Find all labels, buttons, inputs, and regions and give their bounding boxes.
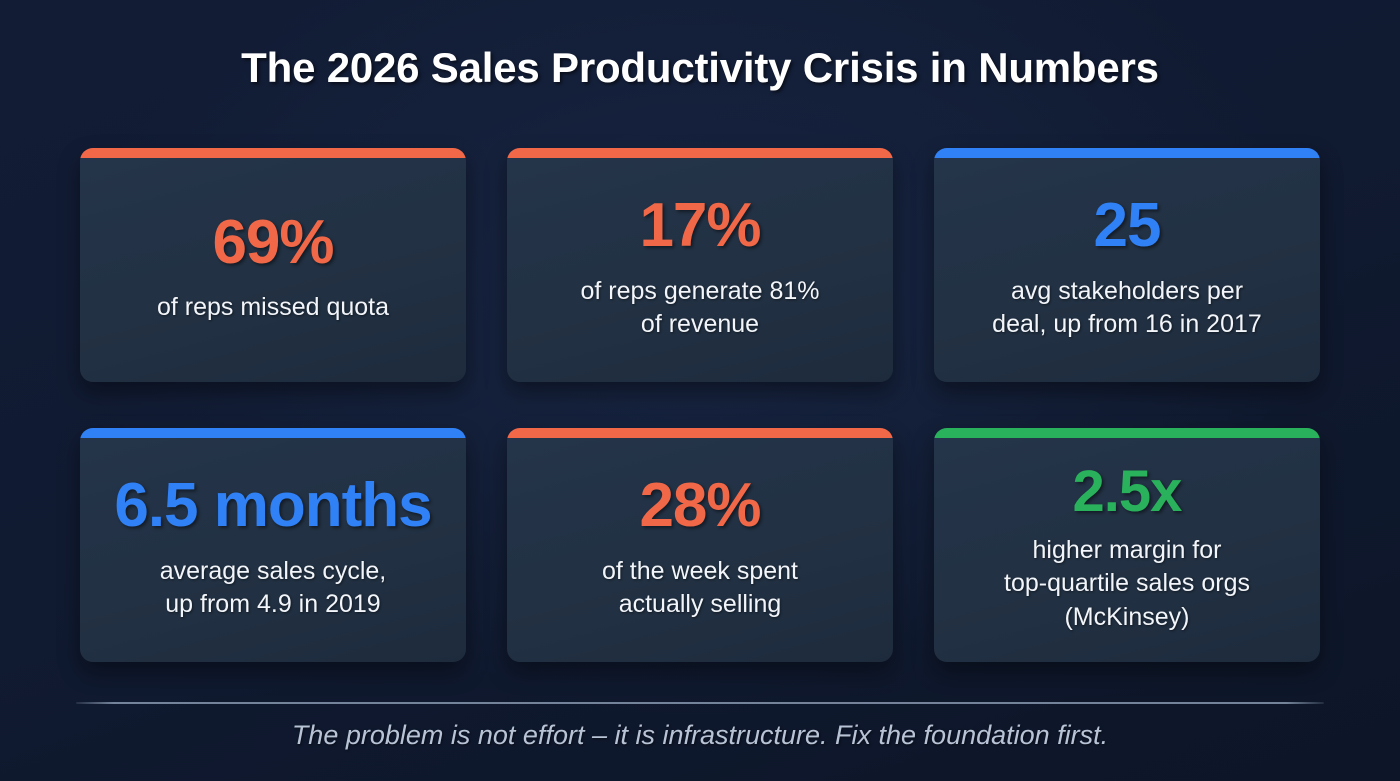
stat-card-content: 69% of reps missed quota: [98, 208, 448, 325]
stat-value: 17%: [639, 191, 761, 261]
card-accent-bar: [80, 148, 466, 158]
stat-value: 2.5x: [1072, 458, 1183, 524]
page-title: The 2026 Sales Productivity Crisis in Nu…: [241, 44, 1159, 91]
stat-value: 69%: [212, 208, 334, 278]
stat-card-content: 25 avg stakeholders per deal, up from 16…: [952, 191, 1302, 341]
stat-card-content: 2.5x higher margin for top-quartile sale…: [952, 458, 1302, 635]
stat-label: of the week spent actually selling: [602, 556, 798, 619]
stat-value: 28%: [639, 471, 761, 541]
stat-label: average sales cycle, up from 4.9 in 2019: [159, 556, 387, 619]
stat-card-content: 6.5 months average sales cycle, up from …: [98, 471, 448, 621]
stat-card-grid: 69% of reps missed quota 17% of reps gen…: [80, 148, 1320, 662]
stat-card-content: 17% of reps generate 81% of revenue: [525, 191, 875, 341]
card-accent-bar: [934, 148, 1320, 158]
stat-card: 69% of reps missed quota: [80, 148, 466, 382]
stat-card: 6.5 months average sales cycle, up from …: [80, 428, 466, 662]
stat-label: of reps generate 81% of revenue: [580, 276, 820, 339]
stat-card: 28% of the week spent actually selling: [507, 428, 893, 662]
footer-note: The problem is not effort – it is infras…: [291, 720, 1109, 750]
stat-card: 17% of reps generate 81% of revenue: [507, 148, 893, 382]
stat-label: avg stakeholders per deal, up from 16 in…: [992, 276, 1262, 339]
card-accent-bar: [80, 428, 466, 438]
stat-card-content: 28% of the week spent actually selling: [525, 471, 875, 621]
stat-value: 6.5 months: [114, 471, 432, 541]
stat-value: 25: [1093, 191, 1162, 261]
footer-divider: [76, 702, 1324, 704]
card-accent-bar: [507, 148, 893, 158]
stat-label: of reps missed quota: [156, 293, 390, 322]
stat-card: 25 avg stakeholders per deal, up from 16…: [934, 148, 1320, 382]
card-accent-bar: [507, 428, 893, 438]
card-accent-bar: [934, 428, 1320, 438]
stat-label: higher margin for top-quartile sales org…: [1004, 535, 1250, 631]
stat-card: 2.5x higher margin for top-quartile sale…: [934, 428, 1320, 662]
